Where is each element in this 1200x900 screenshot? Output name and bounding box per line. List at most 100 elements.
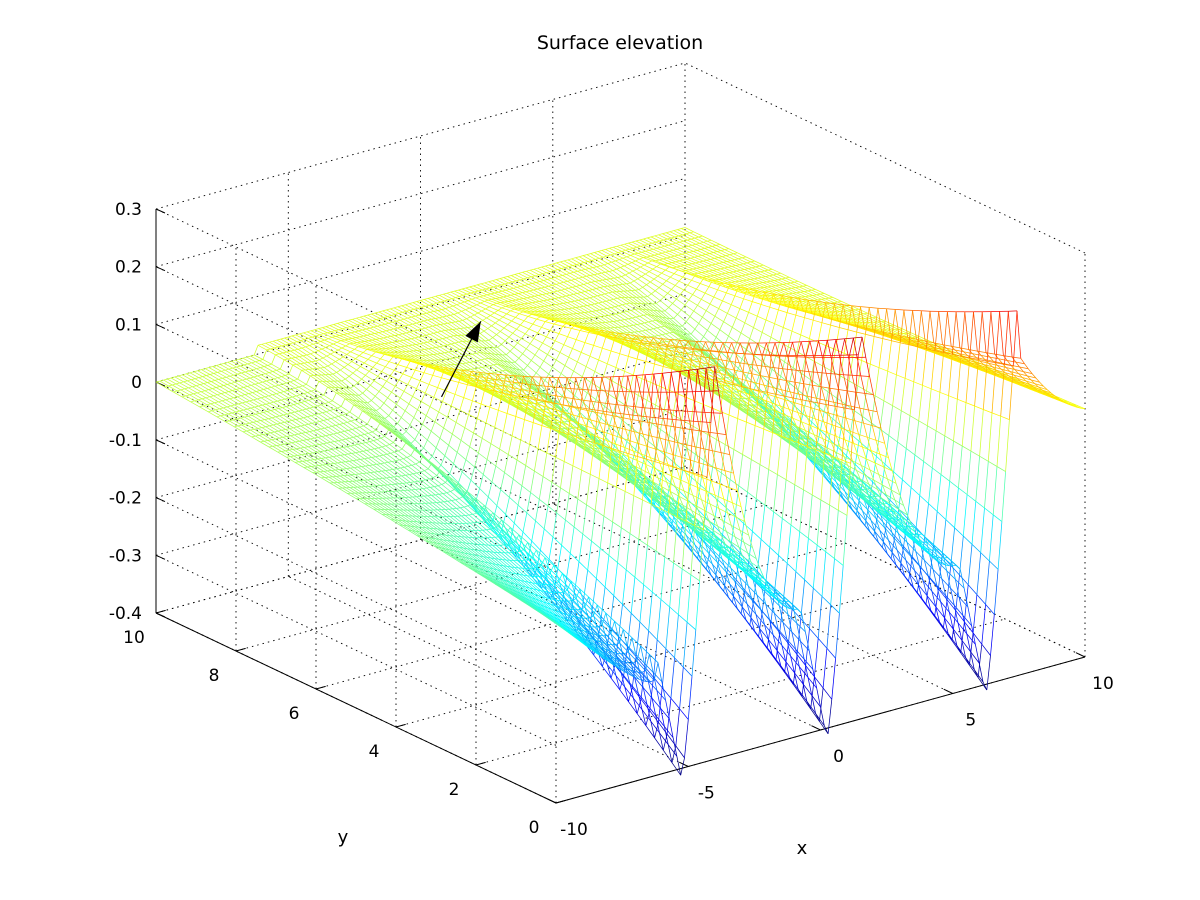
mesh-line-x — [500, 327, 505, 332]
mesh-line-x — [329, 456, 333, 458]
mesh-line-y — [448, 351, 458, 358]
mesh-line-x — [609, 298, 614, 301]
mesh-line-x — [298, 409, 303, 412]
mesh-line-y — [487, 328, 497, 335]
mesh-line-y — [245, 401, 255, 408]
mesh-line-x — [382, 309, 387, 312]
mesh-line-y — [700, 249, 710, 254]
mesh-line-x — [673, 314, 678, 319]
mesh-line-x — [659, 296, 665, 301]
mesh-line-x — [246, 377, 251, 380]
mesh-line-x — [296, 340, 301, 343]
mesh-line-y — [305, 432, 315, 439]
mesh-line-y — [620, 319, 630, 327]
mesh-line-x — [609, 270, 613, 272]
mesh-line-y — [671, 262, 681, 267]
mesh-line-x — [562, 273, 567, 276]
mesh-line-x — [296, 363, 301, 365]
mesh-line-y — [231, 360, 241, 367]
mesh-line-x — [327, 418, 332, 420]
mesh-line-x — [209, 373, 214, 375]
mesh-line-x — [508, 281, 513, 284]
mesh-line-y — [381, 348, 391, 353]
grid-line-backwall-z — [155, 177, 686, 325]
mesh-line-x — [476, 302, 481, 306]
mesh-line-y — [666, 280, 676, 286]
mesh-line-x — [504, 384, 509, 386]
mesh-line-x — [517, 286, 522, 288]
mesh-line-y — [645, 329, 655, 337]
mesh-line-y — [620, 244, 630, 250]
mesh-line-x — [651, 241, 657, 244]
mesh-line-x — [545, 264, 550, 267]
mesh-line-y — [236, 366, 246, 373]
mesh-line-x — [485, 306, 490, 310]
mesh-line-y — [302, 355, 312, 363]
mesh-line-y — [285, 406, 295, 413]
mesh-line-x — [581, 366, 587, 377]
mesh-line-y — [542, 294, 552, 300]
mesh-line-x — [668, 243, 673, 246]
mesh-line-y — [336, 455, 346, 463]
mesh-line-x — [238, 379, 243, 382]
mesh-line-x — [254, 428, 259, 430]
mesh-line-y — [249, 422, 259, 429]
mesh-line-y — [500, 331, 510, 338]
mesh-line-y — [440, 301, 450, 308]
mesh-line-y — [696, 250, 706, 255]
mesh-line-x — [698, 235, 703, 238]
mesh-line-y — [665, 251, 675, 257]
mesh-line-x — [503, 324, 509, 329]
mesh-line-x — [340, 454, 345, 456]
mesh-line-y — [616, 320, 626, 327]
mesh-line-y — [328, 456, 339, 464]
mesh-line-y — [407, 339, 417, 345]
mesh-line-y — [306, 439, 316, 446]
mesh-line-y — [168, 385, 178, 392]
mesh-line-x — [436, 324, 441, 326]
mesh-line-y — [437, 310, 447, 317]
mesh-line-x — [321, 403, 326, 406]
mesh-line-y — [305, 408, 315, 416]
mesh-line-y — [391, 391, 401, 399]
mesh-line-y — [437, 331, 447, 339]
mesh-line-y — [626, 256, 636, 262]
mesh-line-y — [348, 319, 358, 326]
mesh-line-x — [634, 308, 639, 310]
mesh-line-x — [374, 332, 379, 334]
mesh-line-x — [523, 365, 528, 371]
mesh-line-x — [321, 435, 326, 437]
mesh-line-x — [545, 292, 550, 295]
mesh-line-x — [516, 324, 521, 330]
mesh-line-y — [576, 339, 586, 343]
mesh-line-y — [607, 263, 617, 270]
mesh-line-x — [649, 248, 654, 251]
mesh-line-x — [319, 420, 324, 422]
mesh-line-y — [241, 372, 251, 379]
mesh-line-x — [635, 289, 639, 291]
mesh-line-y — [688, 299, 698, 306]
mesh-line-y — [556, 262, 566, 268]
mesh-line-y — [382, 386, 392, 393]
mesh-line-x — [546, 271, 551, 274]
mesh-line-x — [270, 431, 275, 434]
mesh-line-x — [206, 374, 211, 376]
mesh-line-x — [339, 447, 344, 449]
mesh-line-x — [337, 406, 342, 409]
mesh-line-y — [469, 307, 479, 314]
mesh-line-y — [386, 380, 396, 387]
mesh-line-x — [588, 267, 593, 269]
mesh-line-x — [381, 366, 386, 372]
mesh-line-x — [359, 335, 364, 338]
mesh-line-y — [345, 345, 355, 350]
mesh-line-y — [496, 334, 506, 342]
mesh-line-x — [355, 426, 360, 429]
mesh-line-y — [183, 381, 193, 388]
mesh-line-y — [170, 377, 180, 384]
mesh-line-x — [712, 245, 717, 247]
mesh-line-x — [283, 390, 288, 392]
mesh-line-x — [575, 330, 581, 340]
mesh-line-x — [338, 439, 343, 442]
mesh-line-y — [605, 271, 615, 279]
mesh-line-x — [386, 375, 391, 382]
